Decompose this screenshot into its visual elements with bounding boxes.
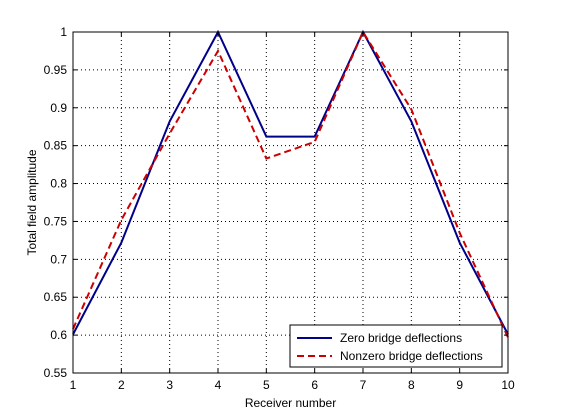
x-tick-label: 10 [501,378,515,392]
y-tick-label: 0.6 [50,328,67,342]
y-tick-labels: 0.55 0.6 0.65 0.7 0.75 0.8 0.85 0.9 0.95 1 [44,25,68,380]
y-tick-label: 0.8 [50,177,67,191]
legend-label-zero-bridge: Zero bridge deflections [340,331,462,345]
y-tick-label: 0.9 [50,101,67,115]
x-tick-label: 9 [456,378,463,392]
series-line-zero-bridge [72,29,509,335]
x-tick-label: 6 [311,378,318,392]
x-axis-label: Receiver number [245,396,336,410]
legend-label-nonzero-bridge: Nonzero bridge deflections [340,349,483,363]
y-tick-label: 0.55 [44,366,68,380]
legend-box [289,324,503,368]
x-tick-label: 3 [166,378,173,392]
plot-frame [72,31,509,374]
x-tick-label: 8 [408,378,415,392]
x-tick-label: 1 [70,378,77,392]
y-tick-label: 0.7 [50,252,67,266]
x-tick-label: 5 [263,378,270,392]
y-tick-label: 1 [60,25,67,39]
x-tick-label: 7 [360,378,367,392]
axis-ticks [72,31,509,374]
y-tick-label: 0.95 [44,63,68,77]
x-tick-label: 4 [215,378,222,392]
y-tick-label: 0.65 [44,290,68,304]
series-line-nonzero-bridge [72,29,509,338]
legend: Zero bridge deflections Nonzero bridge d… [289,324,503,368]
x-tick-labels: 1 2 3 4 5 6 7 8 9 10 [70,378,515,392]
y-tick-label: 0.75 [44,214,68,228]
x-tick-label: 2 [118,378,125,392]
plot-area [73,32,508,373]
y-tick-label: 0.85 [44,139,68,153]
series-lines [72,29,509,338]
y-axis-label: Total field amplitude [25,149,39,255]
